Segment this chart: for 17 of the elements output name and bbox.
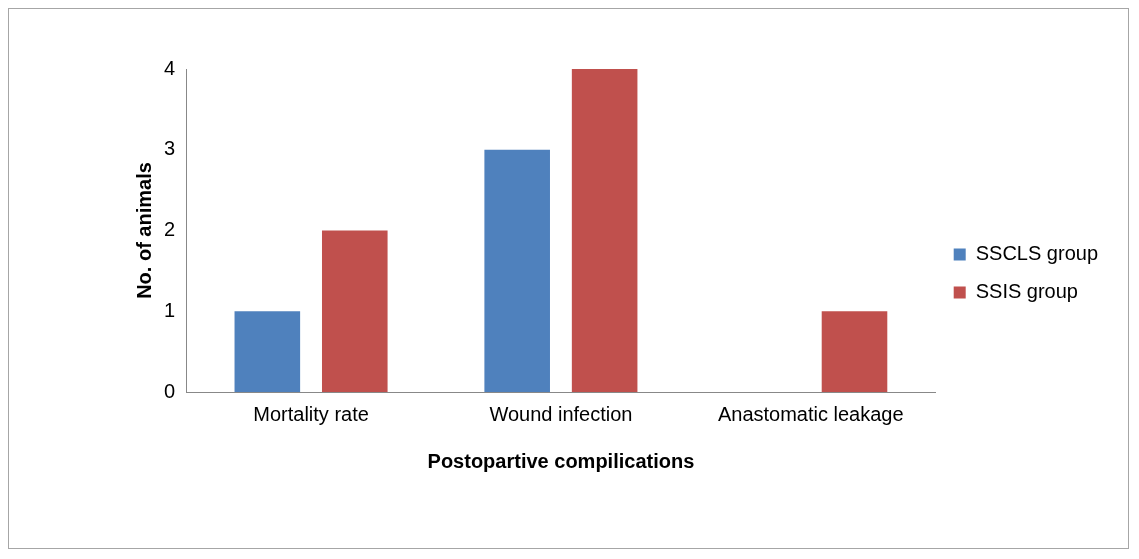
y-tick-label: 1 xyxy=(164,298,176,321)
y-tick-label: 2 xyxy=(164,218,176,241)
bar xyxy=(484,149,550,392)
y-axis-title: No. of animals xyxy=(132,162,155,299)
x-axis-title: Postopartive compilications xyxy=(427,449,695,472)
bar xyxy=(571,69,638,392)
y-tick-label: 3 xyxy=(164,137,176,160)
x-tick-label: Mortality rate xyxy=(253,402,369,425)
y-tick-label: 4 xyxy=(164,56,176,79)
legend-label: SSCLS group xyxy=(975,242,1098,265)
bar xyxy=(321,230,388,392)
y-tick-label: 0 xyxy=(164,379,176,402)
legend-label: SSIS group xyxy=(975,280,1078,303)
bar xyxy=(821,311,888,392)
bar xyxy=(234,311,301,392)
x-tick-label: Wound infection xyxy=(489,402,633,425)
x-tick-label: Anastomatic leakage xyxy=(717,402,904,425)
